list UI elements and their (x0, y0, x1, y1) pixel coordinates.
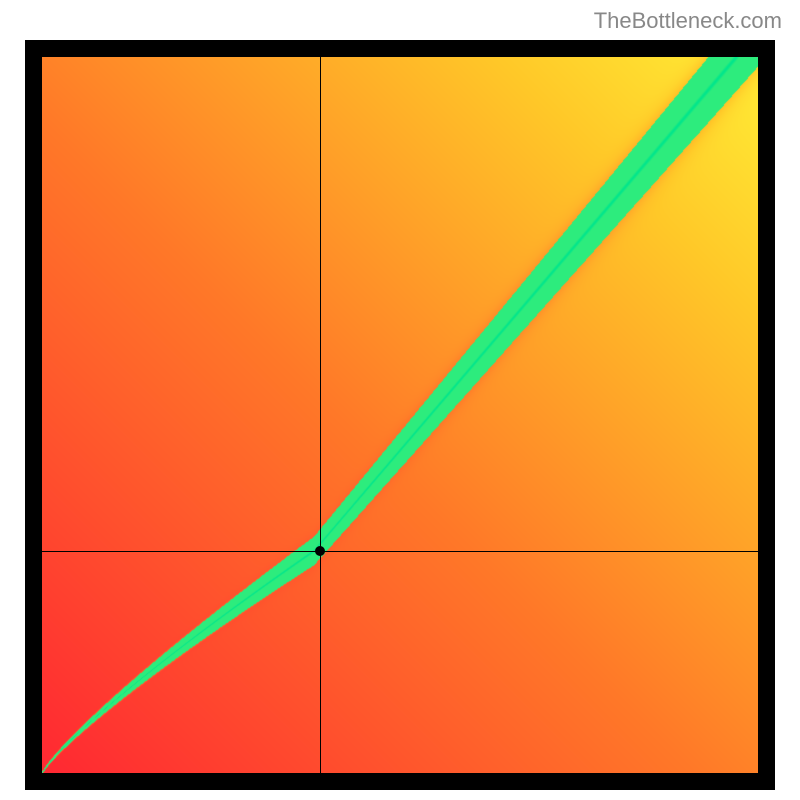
chart-frame (25, 40, 775, 790)
heatmap-canvas (42, 57, 758, 773)
watermark-text: TheBottleneck.com (594, 8, 782, 34)
plot-area (42, 57, 758, 773)
chart-container: TheBottleneck.com (0, 0, 800, 800)
crosshair-vertical (320, 57, 321, 773)
marker-dot (315, 546, 325, 556)
crosshair-horizontal (42, 551, 758, 552)
